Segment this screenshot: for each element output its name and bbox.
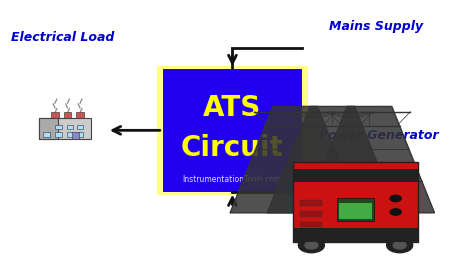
Circle shape: [387, 238, 413, 253]
Text: ATS: ATS: [203, 94, 262, 122]
Bar: [72, 132, 79, 139]
Bar: [293, 169, 418, 182]
Circle shape: [390, 195, 401, 202]
Text: Mains Supply: Mains Supply: [329, 20, 423, 33]
Bar: [300, 200, 322, 206]
FancyBboxPatch shape: [157, 66, 308, 195]
Bar: [339, 203, 372, 219]
Bar: [76, 112, 84, 119]
Bar: [77, 132, 83, 137]
Bar: [64, 112, 71, 119]
Bar: [300, 211, 322, 217]
Bar: [43, 132, 49, 137]
Circle shape: [299, 238, 324, 253]
Bar: [66, 125, 73, 129]
Polygon shape: [230, 106, 360, 213]
Bar: [77, 125, 83, 129]
Bar: [51, 112, 59, 119]
Bar: [55, 132, 62, 137]
FancyBboxPatch shape: [163, 69, 302, 192]
Text: Power Generator: Power Generator: [319, 129, 438, 142]
Circle shape: [393, 242, 406, 249]
Bar: [337, 198, 374, 221]
Bar: [39, 118, 91, 139]
Bar: [39, 118, 58, 139]
Bar: [55, 125, 62, 129]
Bar: [300, 222, 322, 227]
Bar: [293, 162, 418, 242]
Text: Electrical Load: Electrical Load: [11, 31, 115, 44]
Text: InstrumentationTools.com: InstrumentationTools.com: [183, 175, 282, 184]
Polygon shape: [304, 106, 435, 213]
Bar: [293, 228, 418, 242]
Polygon shape: [267, 106, 397, 213]
Bar: [66, 132, 73, 137]
Circle shape: [305, 242, 318, 249]
Text: Circuit: Circuit: [181, 134, 284, 162]
Circle shape: [390, 209, 401, 215]
